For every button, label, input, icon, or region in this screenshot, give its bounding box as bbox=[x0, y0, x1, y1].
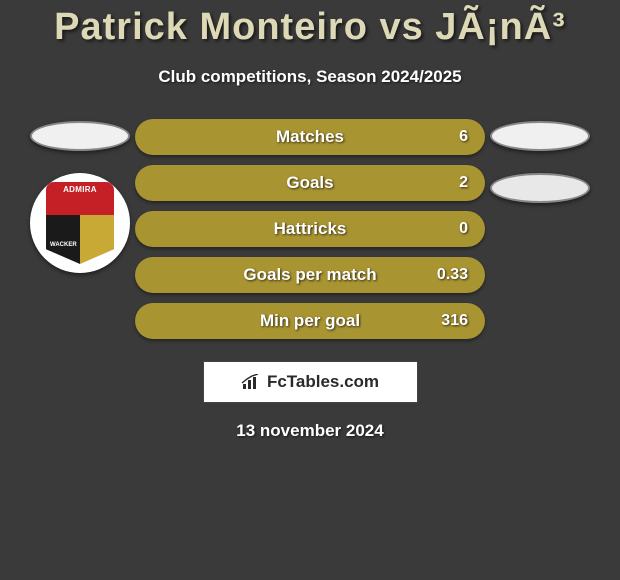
right-flag-badge bbox=[490, 121, 590, 151]
footer-date: 13 november 2024 bbox=[0, 421, 620, 441]
stat-label: Goals bbox=[286, 173, 333, 193]
chart-icon bbox=[241, 374, 261, 390]
page-title: Patrick Monteiro vs JÃ¡nÃ³ bbox=[0, 0, 620, 49]
left-player-column: ADMIRA WACKER bbox=[25, 119, 135, 273]
stat-value: 316 bbox=[441, 312, 468, 330]
right-player-column bbox=[485, 119, 595, 203]
stat-bar-goals: Goals 2 bbox=[135, 165, 485, 201]
stats-column: Matches 6 Goals 2 Hattricks 0 Goals per … bbox=[135, 119, 485, 339]
stat-label: Hattricks bbox=[274, 219, 347, 239]
stat-label: Min per goal bbox=[260, 311, 360, 331]
stat-value: 0 bbox=[459, 220, 468, 238]
shield-text-bottom: WACKER bbox=[50, 242, 77, 248]
left-club-badge: ADMIRA WACKER bbox=[30, 173, 130, 273]
shield-text-top: ADMIRA bbox=[46, 185, 114, 194]
left-flag-badge bbox=[30, 121, 130, 151]
stat-value: 2 bbox=[459, 174, 468, 192]
stat-bar-matches: Matches 6 bbox=[135, 119, 485, 155]
right-second-badge bbox=[490, 173, 590, 203]
stat-label: Matches bbox=[276, 127, 344, 147]
stat-label: Goals per match bbox=[243, 265, 376, 285]
comparison-content: ADMIRA WACKER Matches 6 Goals 2 Hattrick… bbox=[0, 119, 620, 339]
brand-text: FcTables.com bbox=[267, 372, 379, 392]
stat-value: 6 bbox=[459, 128, 468, 146]
stat-bar-hattricks: Hattricks 0 bbox=[135, 211, 485, 247]
shield-bottom bbox=[46, 215, 114, 264]
stat-value: 0.33 bbox=[437, 266, 468, 284]
stat-bar-goals-per-match: Goals per match 0.33 bbox=[135, 257, 485, 293]
page-subtitle: Club competitions, Season 2024/2025 bbox=[0, 67, 620, 87]
admira-wacker-shield: ADMIRA WACKER bbox=[46, 182, 114, 264]
stat-bar-min-per-goal: Min per goal 316 bbox=[135, 303, 485, 339]
brand-logo-box[interactable]: FcTables.com bbox=[203, 361, 418, 403]
